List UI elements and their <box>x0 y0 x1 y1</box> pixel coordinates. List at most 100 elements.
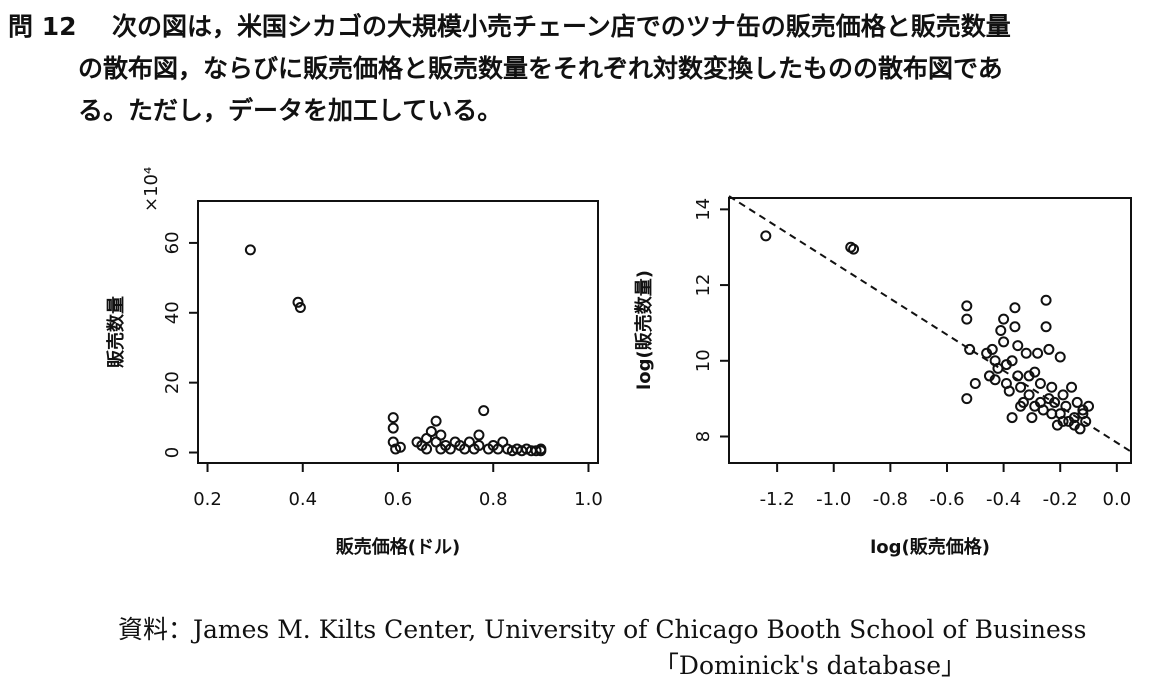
data-point <box>1015 400 1027 412</box>
data-point <box>961 313 973 325</box>
data-point <box>1023 370 1035 382</box>
data-point <box>387 412 399 424</box>
data-point <box>1040 321 1052 333</box>
data-point <box>961 300 973 312</box>
data-point <box>473 440 485 452</box>
source-note: 資料：James M. Kilts Center, University of … <box>118 612 1087 684</box>
data-point <box>1012 370 1024 382</box>
x-tick-label: -1.0 <box>816 489 851 510</box>
y-tick-label: 0 <box>162 447 183 458</box>
x-tick-label: 1.0 <box>574 489 603 510</box>
y-axis: 0 20 40 60 <box>162 231 198 458</box>
data-point <box>1026 412 1038 424</box>
data-point <box>1068 419 1080 431</box>
data-point <box>1006 412 1018 424</box>
data-point <box>1040 294 1052 306</box>
x-tick-label: 0.6 <box>384 489 413 510</box>
y-axis: 8 10 12 14 <box>693 198 729 442</box>
y-tick-label: 60 <box>162 231 183 254</box>
x-tick-label: 0.4 <box>288 489 317 510</box>
question-line-2: の散布図，ならびに販売価格と販売数量をそれぞれ対数変換したものの散布図であ <box>78 54 1003 83</box>
data-point <box>1046 381 1058 393</box>
data-point <box>535 443 547 455</box>
x-tick-label: 0.0 <box>1103 489 1132 510</box>
data-point <box>478 405 490 417</box>
data-point <box>1015 381 1027 393</box>
y-axis-label: 販売数量 <box>105 296 127 368</box>
x-tick-label: -0.6 <box>929 489 964 510</box>
y-tick-label: 40 <box>162 301 183 324</box>
data-point <box>473 429 485 441</box>
regression-line <box>728 195 1132 453</box>
data-point <box>1020 347 1032 359</box>
x-tick-label: -0.2 <box>1043 489 1078 510</box>
question-line-3: る。ただし，データを加工している。 <box>78 96 503 125</box>
y-tick-label: 14 <box>693 198 714 221</box>
data-point <box>387 422 399 434</box>
question-line-1: 次の図は，米国シカゴの大規模小売チェーン店でのツナ缶の販売価格と販売数量 <box>112 12 1011 41</box>
data-point <box>1083 400 1095 412</box>
data-point <box>983 370 995 382</box>
data-point <box>292 296 304 308</box>
x-tick-label: 0.8 <box>479 489 508 510</box>
data-point <box>430 415 442 427</box>
x-axis: -1.2 -1.0 -0.8 -0.6 -0.4 -0.2 0.0 <box>760 463 1132 510</box>
data-point <box>390 443 402 455</box>
data-point <box>1023 389 1035 401</box>
data-point <box>421 443 433 455</box>
data-point <box>1049 396 1061 408</box>
source-line-2: 「Dominick's database」 <box>653 651 966 680</box>
data-point <box>1009 321 1021 333</box>
data-point <box>244 244 256 256</box>
data-point <box>1066 381 1078 393</box>
x-tick-label: -0.4 <box>986 489 1021 510</box>
data-point <box>998 336 1010 348</box>
data-point <box>1057 389 1069 401</box>
data-point <box>387 436 399 448</box>
data-point <box>848 243 860 255</box>
data-point <box>1071 396 1083 408</box>
data-point <box>1006 355 1018 367</box>
x-axis-label: 販売価格(ドル) <box>336 536 460 558</box>
data-point <box>995 325 1007 336</box>
plot-frame <box>728 197 1132 464</box>
y-multiplier-label: ×10⁴ <box>141 167 162 212</box>
data-point <box>294 302 306 314</box>
data-point <box>394 441 406 453</box>
x-axis: 0.2 0.4 0.6 0.8 1.0 <box>193 463 603 510</box>
data-point <box>1034 396 1046 408</box>
data-point <box>998 313 1010 325</box>
data-point <box>1077 408 1089 420</box>
x-tick-label: 0.2 <box>193 489 222 510</box>
data-point <box>961 393 973 405</box>
data-point <box>1032 347 1044 359</box>
y-tick-label: 10 <box>693 349 714 372</box>
data-point <box>964 343 976 355</box>
data-point <box>986 343 998 355</box>
y-tick-label: 12 <box>693 274 714 297</box>
y-axis-label: log(販売数量) <box>633 270 655 390</box>
data-point <box>1000 378 1012 389</box>
y-tick-label: 20 <box>162 371 183 394</box>
data-point <box>760 230 772 242</box>
data-point <box>1043 343 1055 355</box>
data-point <box>1009 302 1021 314</box>
data-point <box>1068 412 1080 424</box>
y-tick-label: 8 <box>693 431 714 442</box>
x-tick-label: -0.8 <box>873 489 908 510</box>
data-point <box>435 429 447 441</box>
data-point <box>1057 415 1069 427</box>
data-point <box>1012 340 1024 352</box>
data-points <box>244 244 547 457</box>
x-axis-label: log(販売価格) <box>870 536 990 558</box>
data-point <box>1046 408 1058 420</box>
data-point <box>989 355 1001 367</box>
data-point <box>969 378 981 389</box>
question-number: 問 12 <box>8 12 77 41</box>
source-line-1: 資料：James M. Kilts Center, University of … <box>118 615 1087 644</box>
x-tick-label: -1.2 <box>760 489 795 510</box>
data-point <box>1054 351 1066 363</box>
data-point <box>425 426 437 438</box>
